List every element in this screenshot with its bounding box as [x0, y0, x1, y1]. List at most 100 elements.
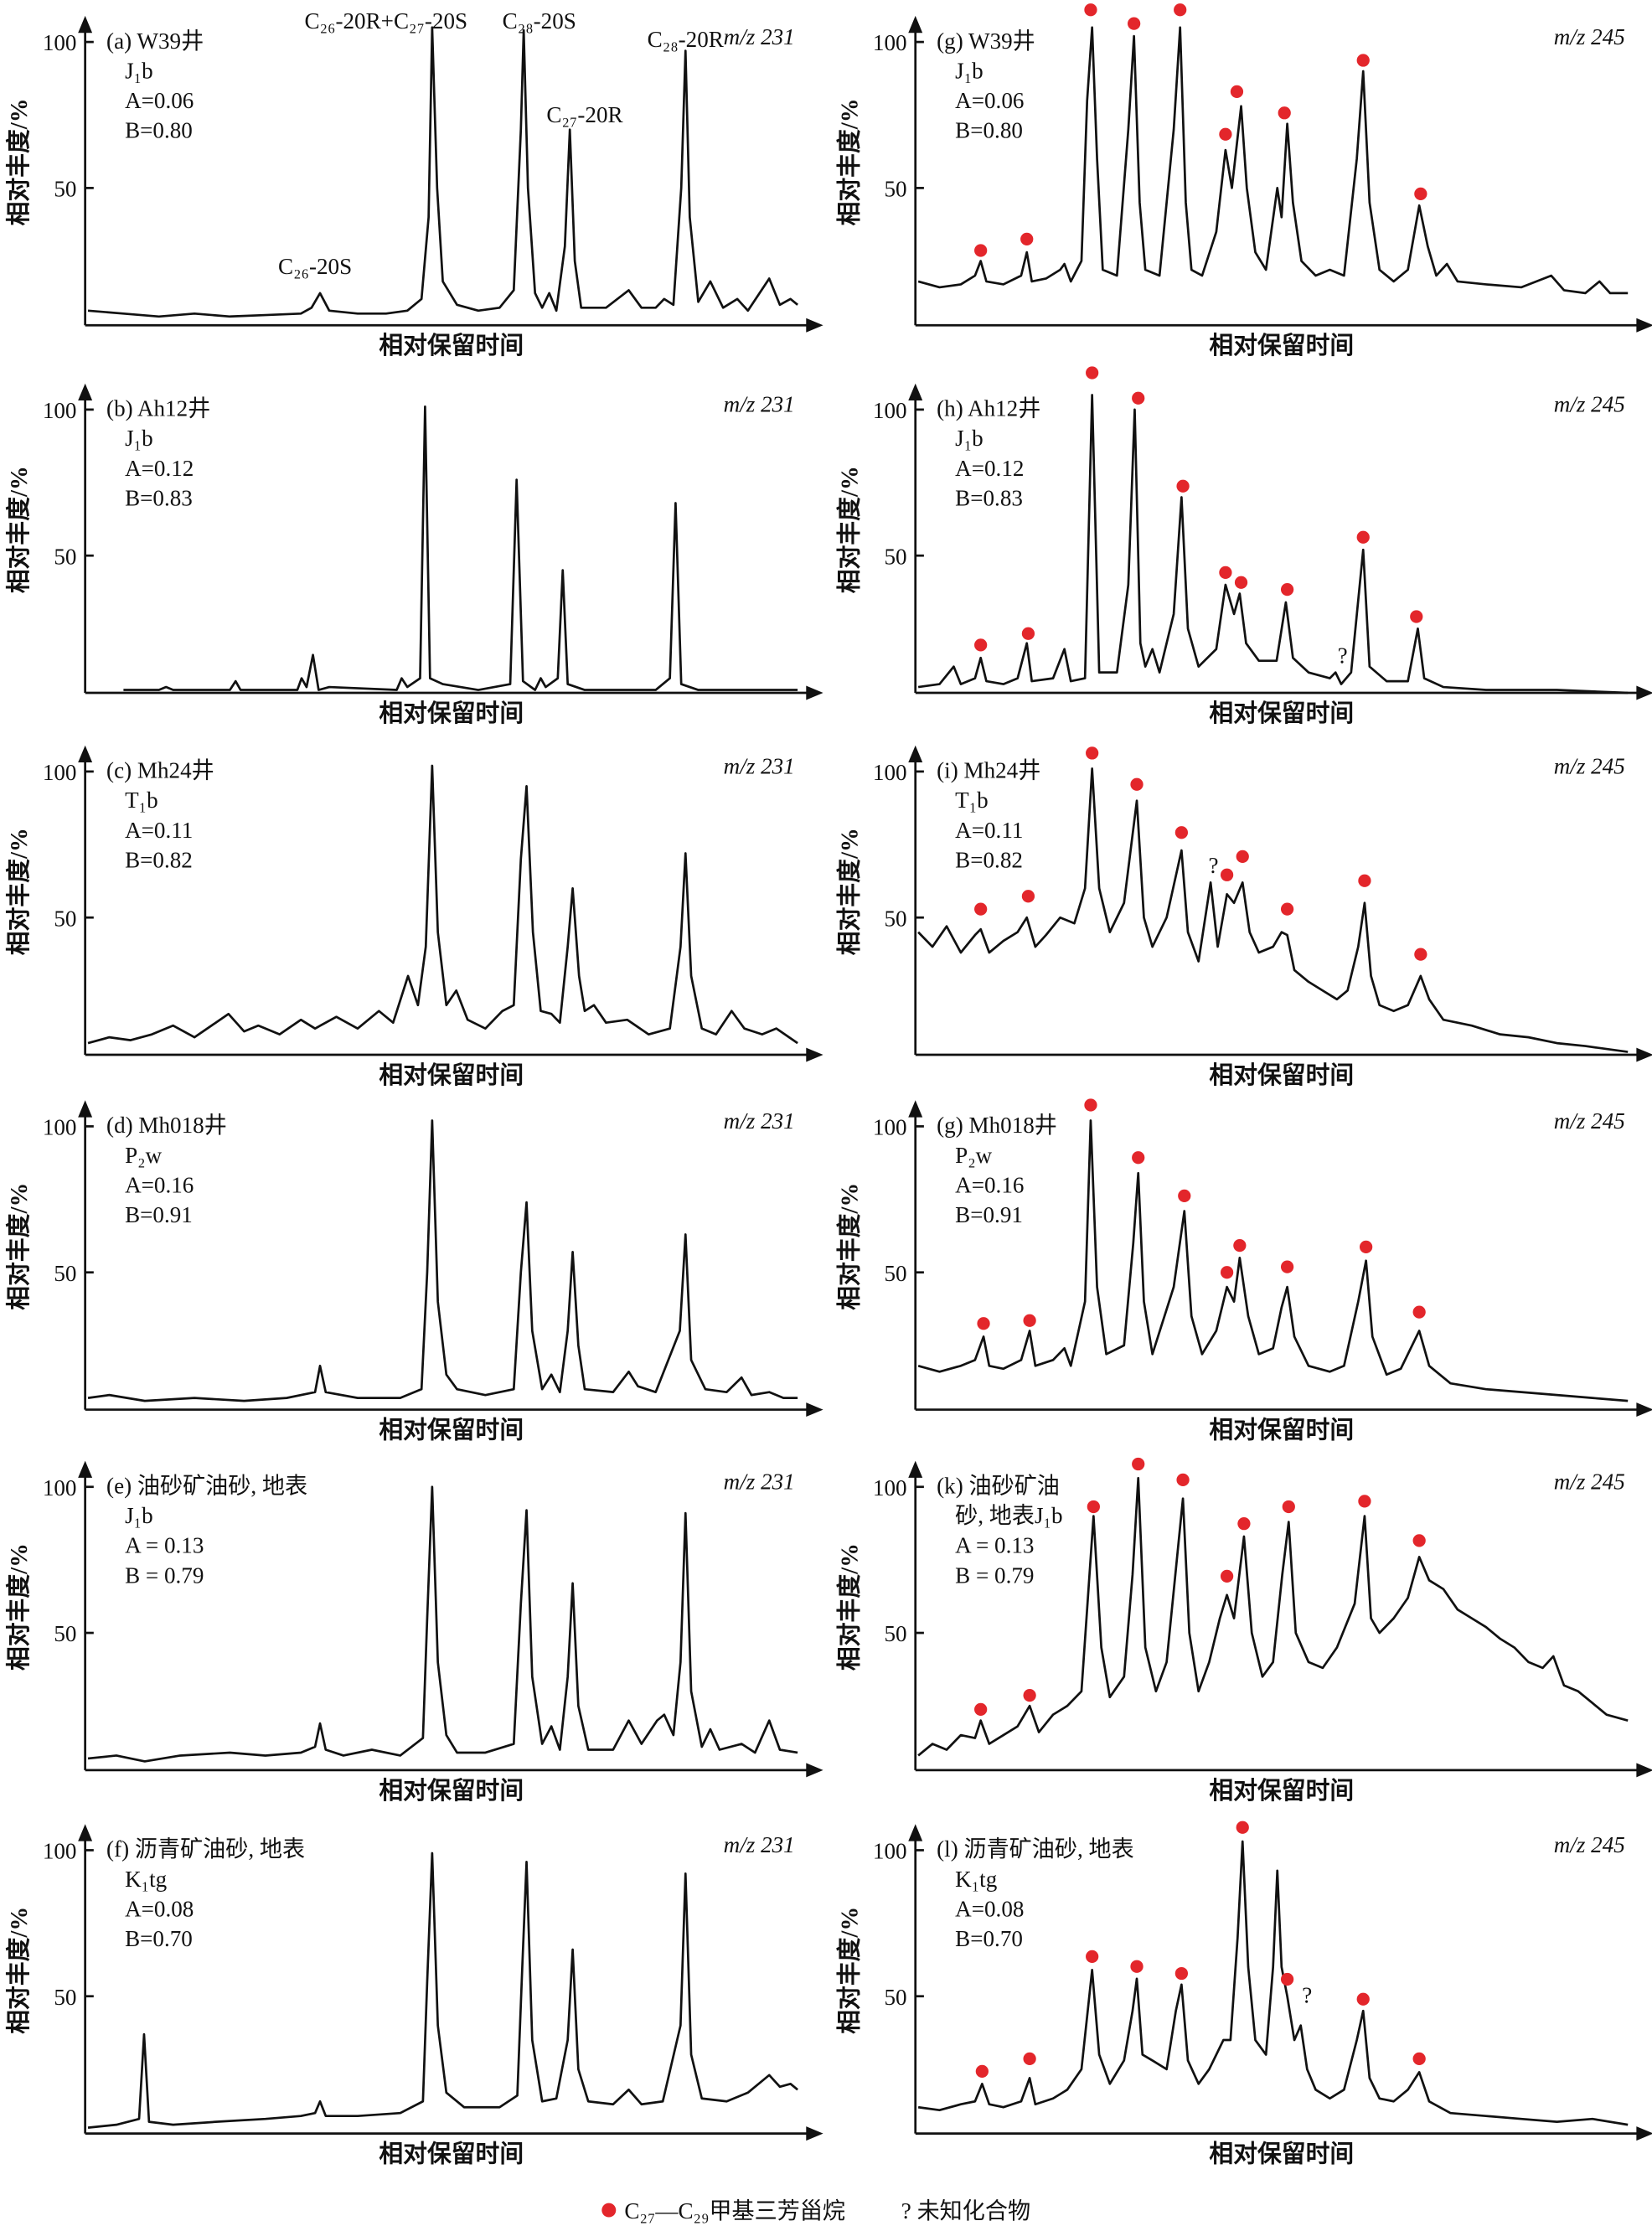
x-axis-arrow	[1636, 1402, 1652, 1418]
sample-info: T₁b	[125, 788, 158, 813]
sample-info: A=0.08	[125, 1896, 194, 1921]
legend-marker	[601, 2203, 617, 2218]
x-axis-arrow	[1636, 1763, 1652, 1778]
compound-marker	[1086, 1950, 1099, 1963]
legend: C₂₇—C₂₉甲基三芳甾烷 ? 未知化合物	[601, 2198, 1030, 2223]
y-tick-label: 100	[873, 398, 907, 423]
chromatogram-trace	[87, 1852, 798, 2129]
sample-info: A=0.06	[125, 88, 194, 113]
chromatogram-trace	[87, 26, 798, 318]
x-axis-label: 相对保留时间	[1209, 700, 1354, 727]
y-axis-label: 相对丰度/%	[836, 98, 863, 225]
sample-info: A = 0.13	[125, 1533, 204, 1558]
sample-info: B=0.80	[125, 118, 193, 143]
x-axis-label: 相对保留时间	[379, 700, 524, 727]
x-axis-arrow	[806, 1047, 823, 1062]
compound-marker	[1178, 1189, 1191, 1203]
y-tick-label: 50	[884, 1985, 906, 2010]
y-axis-arrow	[908, 745, 923, 763]
compound-marker	[1219, 127, 1232, 141]
compound-marker	[977, 1317, 990, 1330]
compound-marker	[1023, 1689, 1036, 1702]
x-axis-arrow	[806, 2126, 823, 2141]
sample-info: (f) 沥青矿油砂, 地表	[106, 1836, 305, 1862]
y-axis-arrow	[908, 1100, 923, 1118]
y-axis-arrow	[78, 15, 93, 34]
y-tick-label: 100	[873, 760, 907, 785]
sample-info: P₂w	[955, 1143, 993, 1168]
sample-info: B=0.82	[955, 847, 1023, 872]
compound-marker	[1237, 1517, 1251, 1531]
sample-info: J₁b	[125, 426, 153, 451]
chromatogram-trace	[917, 26, 1629, 295]
sample-info: (h) Ah12井	[937, 396, 1040, 421]
compound-marker	[1358, 1495, 1371, 1508]
compound-marker	[1176, 479, 1190, 493]
x-axis-arrow	[1636, 318, 1652, 333]
panel: 50 100 相对丰度/% 相对保留时间 m/z 245 (h) Ah12井 J₁b A=0.…	[836, 366, 1652, 727]
compound-marker	[1023, 2052, 1036, 2065]
compound-marker	[1282, 1500, 1295, 1514]
compound-marker	[1280, 902, 1294, 916]
y-axis-label: 相对丰度/%	[6, 1543, 33, 1671]
mz-label: m/z 245	[1554, 1469, 1625, 1494]
mz-label: m/z 231	[724, 392, 795, 417]
compound-marker	[1130, 777, 1143, 791]
chromatogram-trace	[917, 1840, 1629, 2126]
x-axis-arrow	[1636, 1047, 1652, 1062]
mz-label: m/z 245	[1554, 24, 1625, 49]
peak-annotation: ?	[1208, 853, 1218, 878]
peak-annotation: C₂₈-20S	[503, 8, 576, 34]
peak-annotation: C₂₆-20R+C₂₇-20S	[305, 8, 468, 34]
x-axis-label: 相对保留时间	[1209, 1062, 1354, 1089]
sample-info: B=0.82	[125, 847, 193, 872]
compound-marker	[1020, 232, 1034, 246]
sample-info: T₁b	[955, 788, 989, 813]
sample-info: A=0.11	[125, 818, 193, 843]
y-tick-label: 50	[54, 544, 76, 569]
y-tick-label: 50	[884, 544, 906, 569]
mz-label: m/z 245	[1554, 1108, 1625, 1134]
x-axis-label: 相对保留时间	[1209, 1417, 1354, 1444]
sample-info: B=0.83	[125, 485, 193, 510]
sample-info: (b) Ah12井	[106, 396, 210, 421]
compound-marker	[1021, 890, 1035, 903]
sample-info: A=0.11	[955, 818, 1023, 843]
y-axis-arrow	[908, 383, 923, 401]
y-tick-label: 100	[43, 398, 77, 423]
compound-marker	[1358, 874, 1371, 887]
mz-label: m/z 231	[724, 1832, 795, 1857]
x-axis-label: 相对保留时间	[1209, 2141, 1354, 2167]
y-axis-label: 相对丰度/%	[6, 466, 33, 593]
compound-marker	[1280, 1972, 1294, 1986]
chromatogram-trace	[87, 1485, 798, 1763]
sample-info: B=0.80	[955, 118, 1023, 143]
x-axis-label: 相对保留时间	[379, 1417, 524, 1444]
y-tick-label: 50	[884, 1621, 906, 1646]
y-tick-label: 100	[43, 760, 77, 785]
sample-info: (c) Mh24井	[106, 758, 214, 783]
compound-marker	[974, 638, 988, 652]
y-axis-label: 相对丰度/%	[836, 1543, 863, 1671]
sample-info: J₁b	[125, 58, 153, 83]
compound-marker	[1234, 576, 1248, 589]
compound-marker	[1356, 530, 1370, 544]
sample-info: A=0.06	[955, 88, 1024, 113]
mz-label: m/z 245	[1554, 1832, 1625, 1857]
y-axis-arrow	[78, 1100, 93, 1118]
compound-marker	[1356, 54, 1370, 67]
compound-marker	[1230, 85, 1244, 98]
sample-info: J₁b	[125, 1503, 153, 1528]
y-axis-label: 相对丰度/%	[6, 1183, 33, 1310]
sample-info: K₁tg	[955, 1867, 998, 1892]
compound-marker	[1086, 366, 1099, 380]
sample-info: (e) 油砂矿油砂, 地表	[106, 1474, 307, 1499]
panel: 50 100 相对丰度/% 相对保留时间 m/z 231 (d) Mh018井 P₂w A=0…	[6, 1100, 823, 1444]
x-axis-arrow	[806, 1402, 823, 1418]
y-tick-label: 100	[873, 30, 907, 55]
compound-marker	[1410, 610, 1423, 623]
x-axis-arrow	[806, 318, 823, 333]
x-axis-label: 相对保留时间	[379, 333, 524, 359]
y-tick-label: 50	[54, 906, 76, 931]
compound-marker	[1280, 1260, 1294, 1273]
